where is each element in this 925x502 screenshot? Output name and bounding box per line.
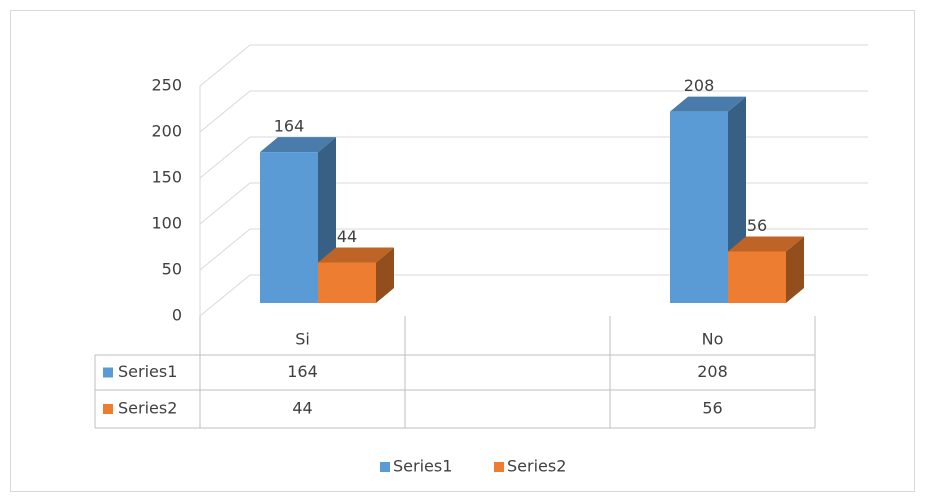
bar: [260, 152, 318, 303]
table-cell: 208: [697, 362, 728, 381]
table-row-label: Series1: [118, 362, 177, 381]
legend-label: Series1: [393, 457, 452, 476]
bar-top: [728, 236, 804, 252]
y-tick-label: 200: [151, 122, 182, 141]
table-cell: 44: [292, 399, 312, 418]
grid-line: [199, 90, 251, 133]
y-tick-label: 0: [172, 306, 182, 325]
y-tick-label: 150: [151, 168, 182, 187]
legend-label: Series2: [507, 457, 566, 476]
y-tick-label: 50: [162, 260, 182, 279]
y-tick-label: 100: [151, 214, 182, 233]
grid-line: [199, 228, 251, 271]
x-tick-label: No: [702, 330, 724, 349]
grid-line: [199, 136, 251, 179]
y-tick-label: 250: [151, 76, 182, 95]
bar-top: [260, 137, 336, 153]
x-tick-label: Si: [295, 330, 310, 349]
table-legend-key: [103, 367, 113, 378]
bar-top: [318, 247, 394, 263]
grid-line: [199, 182, 251, 225]
data-label: 44: [337, 227, 357, 246]
table-legend-key: [103, 404, 113, 414]
table-cell: 56: [702, 399, 722, 418]
data-label: 208: [684, 76, 715, 95]
bar-side: [376, 247, 394, 303]
data-label: 164: [274, 117, 305, 136]
data-label: 56: [747, 216, 767, 235]
grid-line: [199, 44, 251, 87]
legend-key: [380, 462, 390, 472]
table-cell: 164: [287, 362, 318, 381]
bar: [728, 251, 786, 303]
bar-side: [786, 236, 804, 303]
table-row-label: Series2: [118, 399, 177, 418]
bar: [670, 111, 728, 303]
bar: [318, 262, 376, 303]
grid-line: [199, 274, 251, 317]
legend-key: [494, 462, 504, 472]
bar-top: [670, 96, 746, 112]
